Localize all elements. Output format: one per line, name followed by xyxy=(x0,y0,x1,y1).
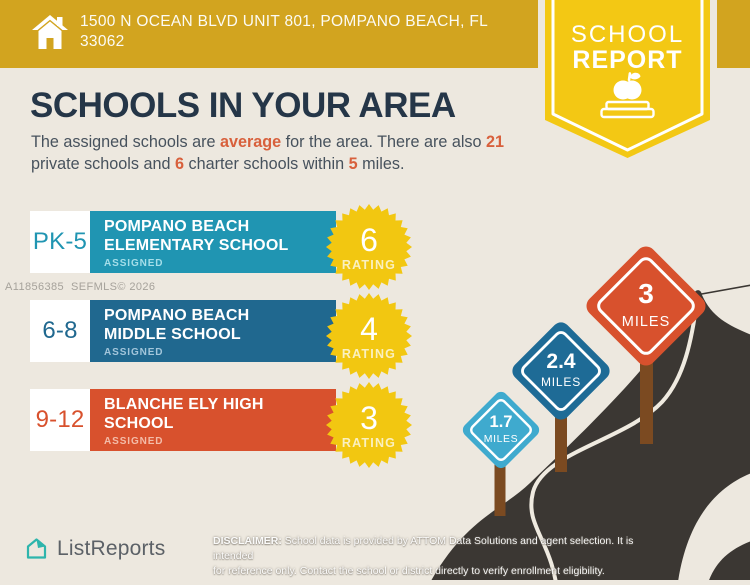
svg-text:MILES: MILES xyxy=(541,375,581,389)
rating-starburst-high: 3 RATING xyxy=(325,381,413,469)
grade-range: 9-12 xyxy=(30,389,90,451)
road-horizon-line xyxy=(695,284,750,296)
apple-on-book-icon xyxy=(600,72,655,119)
highlight-private-count: 21 xyxy=(486,133,505,151)
property-address: 1500 N OCEAN BLVD UNIT 801, POMPANO BEAC… xyxy=(80,12,530,53)
svg-text:1.7: 1.7 xyxy=(490,413,513,431)
school-report-badge: SCHOOL REPORT xyxy=(538,0,717,162)
rating-starburst-elementary: 6 RATING xyxy=(325,203,413,291)
road-shape xyxy=(428,290,750,585)
badge-line-2: REPORT xyxy=(572,46,682,74)
rating-label: RATING xyxy=(341,347,397,361)
listreports-logo: ListReports xyxy=(24,536,165,562)
assigned-label: ASSIGNED xyxy=(104,436,164,448)
school-bar: POMPANO BEACH MIDDLE SCHOOL ASSIGNED xyxy=(90,300,336,362)
brand-name: ListReports xyxy=(57,537,166,560)
page-title: SCHOOLS IN YOUR AREA xyxy=(30,86,456,125)
disclaimer-label: DISCLAIMER: xyxy=(213,535,282,547)
school-row-middle: 6-8 POMPANO BEACH MIDDLE SCHOOL ASSIGNED xyxy=(30,300,336,362)
starburst-seal-icon xyxy=(326,204,412,290)
subtitle-text: The assigned schools are average for the… xyxy=(31,133,505,173)
listreports-house-icon xyxy=(26,538,47,559)
svg-text:2.4: 2.4 xyxy=(546,350,576,373)
school-row-high: 9-12 BLANCHE ELY HIGH SCHOOL ASSIGNED xyxy=(30,389,336,451)
rating-value: 6 xyxy=(360,222,378,258)
starburst-seal-icon xyxy=(326,293,412,379)
distance-road-graphic: 3 MILES 2.4 MILES 1.7 MILES xyxy=(428,240,750,585)
assigned-label: ASSIGNED xyxy=(104,258,164,270)
school-bar: POMPANO BEACH ELEMENTARY SCHOOL ASSIGNED xyxy=(90,211,336,273)
svg-text:MILES: MILES xyxy=(484,433,519,445)
grade-range: 6-8 xyxy=(30,300,90,362)
rating-value: 3 xyxy=(360,400,378,436)
sign-post xyxy=(640,362,653,444)
address-line-2: 33062 xyxy=(80,33,125,51)
starburst-seal-icon xyxy=(326,382,412,468)
highlight-charter-count: 6 xyxy=(174,154,184,173)
svg-text:MILES: MILES xyxy=(622,314,671,330)
distance-sign-3-miles: 3 MILES xyxy=(586,246,706,366)
distance-sign-2-4-miles: 2.4 MILES xyxy=(512,322,610,420)
highlight-miles: 5 xyxy=(348,154,358,173)
school-name: POMPANO BEACH ELEMENTARY SCHOOL xyxy=(104,218,289,254)
school-name: BLANCHE ELY HIGH SCHOOL xyxy=(104,396,264,432)
badge-line-1: SCHOOL xyxy=(571,21,684,48)
school-row-elementary: PK-5 POMPANO BEACH ELEMENTARY SCHOOL ASS… xyxy=(30,211,336,273)
school-name: POMPANO BEACH MIDDLE SCHOOL xyxy=(104,307,250,343)
address-line-1: 1500 N OCEAN BLVD UNIT 801, POMPANO BEAC… xyxy=(80,13,489,30)
mls-watermark: A11856385 SEFMLS© 2026 xyxy=(5,281,156,293)
distance-sign-1-7-miles: 1.7 MILES xyxy=(462,391,540,469)
sign-post xyxy=(494,460,506,516)
sign-post xyxy=(555,410,567,472)
assigned-label: ASSIGNED xyxy=(104,347,164,359)
road-corner-shape xyxy=(707,541,750,585)
school-bar: BLANCHE ELY HIGH SCHOOL ASSIGNED xyxy=(90,389,336,451)
rating-value: 4 xyxy=(360,311,378,347)
disclaimer-text: DISCLAIMER: School data is provided by A… xyxy=(213,535,634,578)
rating-label: RATING xyxy=(341,258,397,272)
highlight-average: average xyxy=(219,133,282,151)
road-center-line xyxy=(529,299,699,585)
svg-text:3: 3 xyxy=(638,278,654,309)
rating-label: RATING xyxy=(341,436,397,450)
rating-starburst-middle: 4 RATING xyxy=(325,292,413,380)
house-icon xyxy=(31,14,69,59)
grade-range: PK-5 xyxy=(30,211,90,273)
